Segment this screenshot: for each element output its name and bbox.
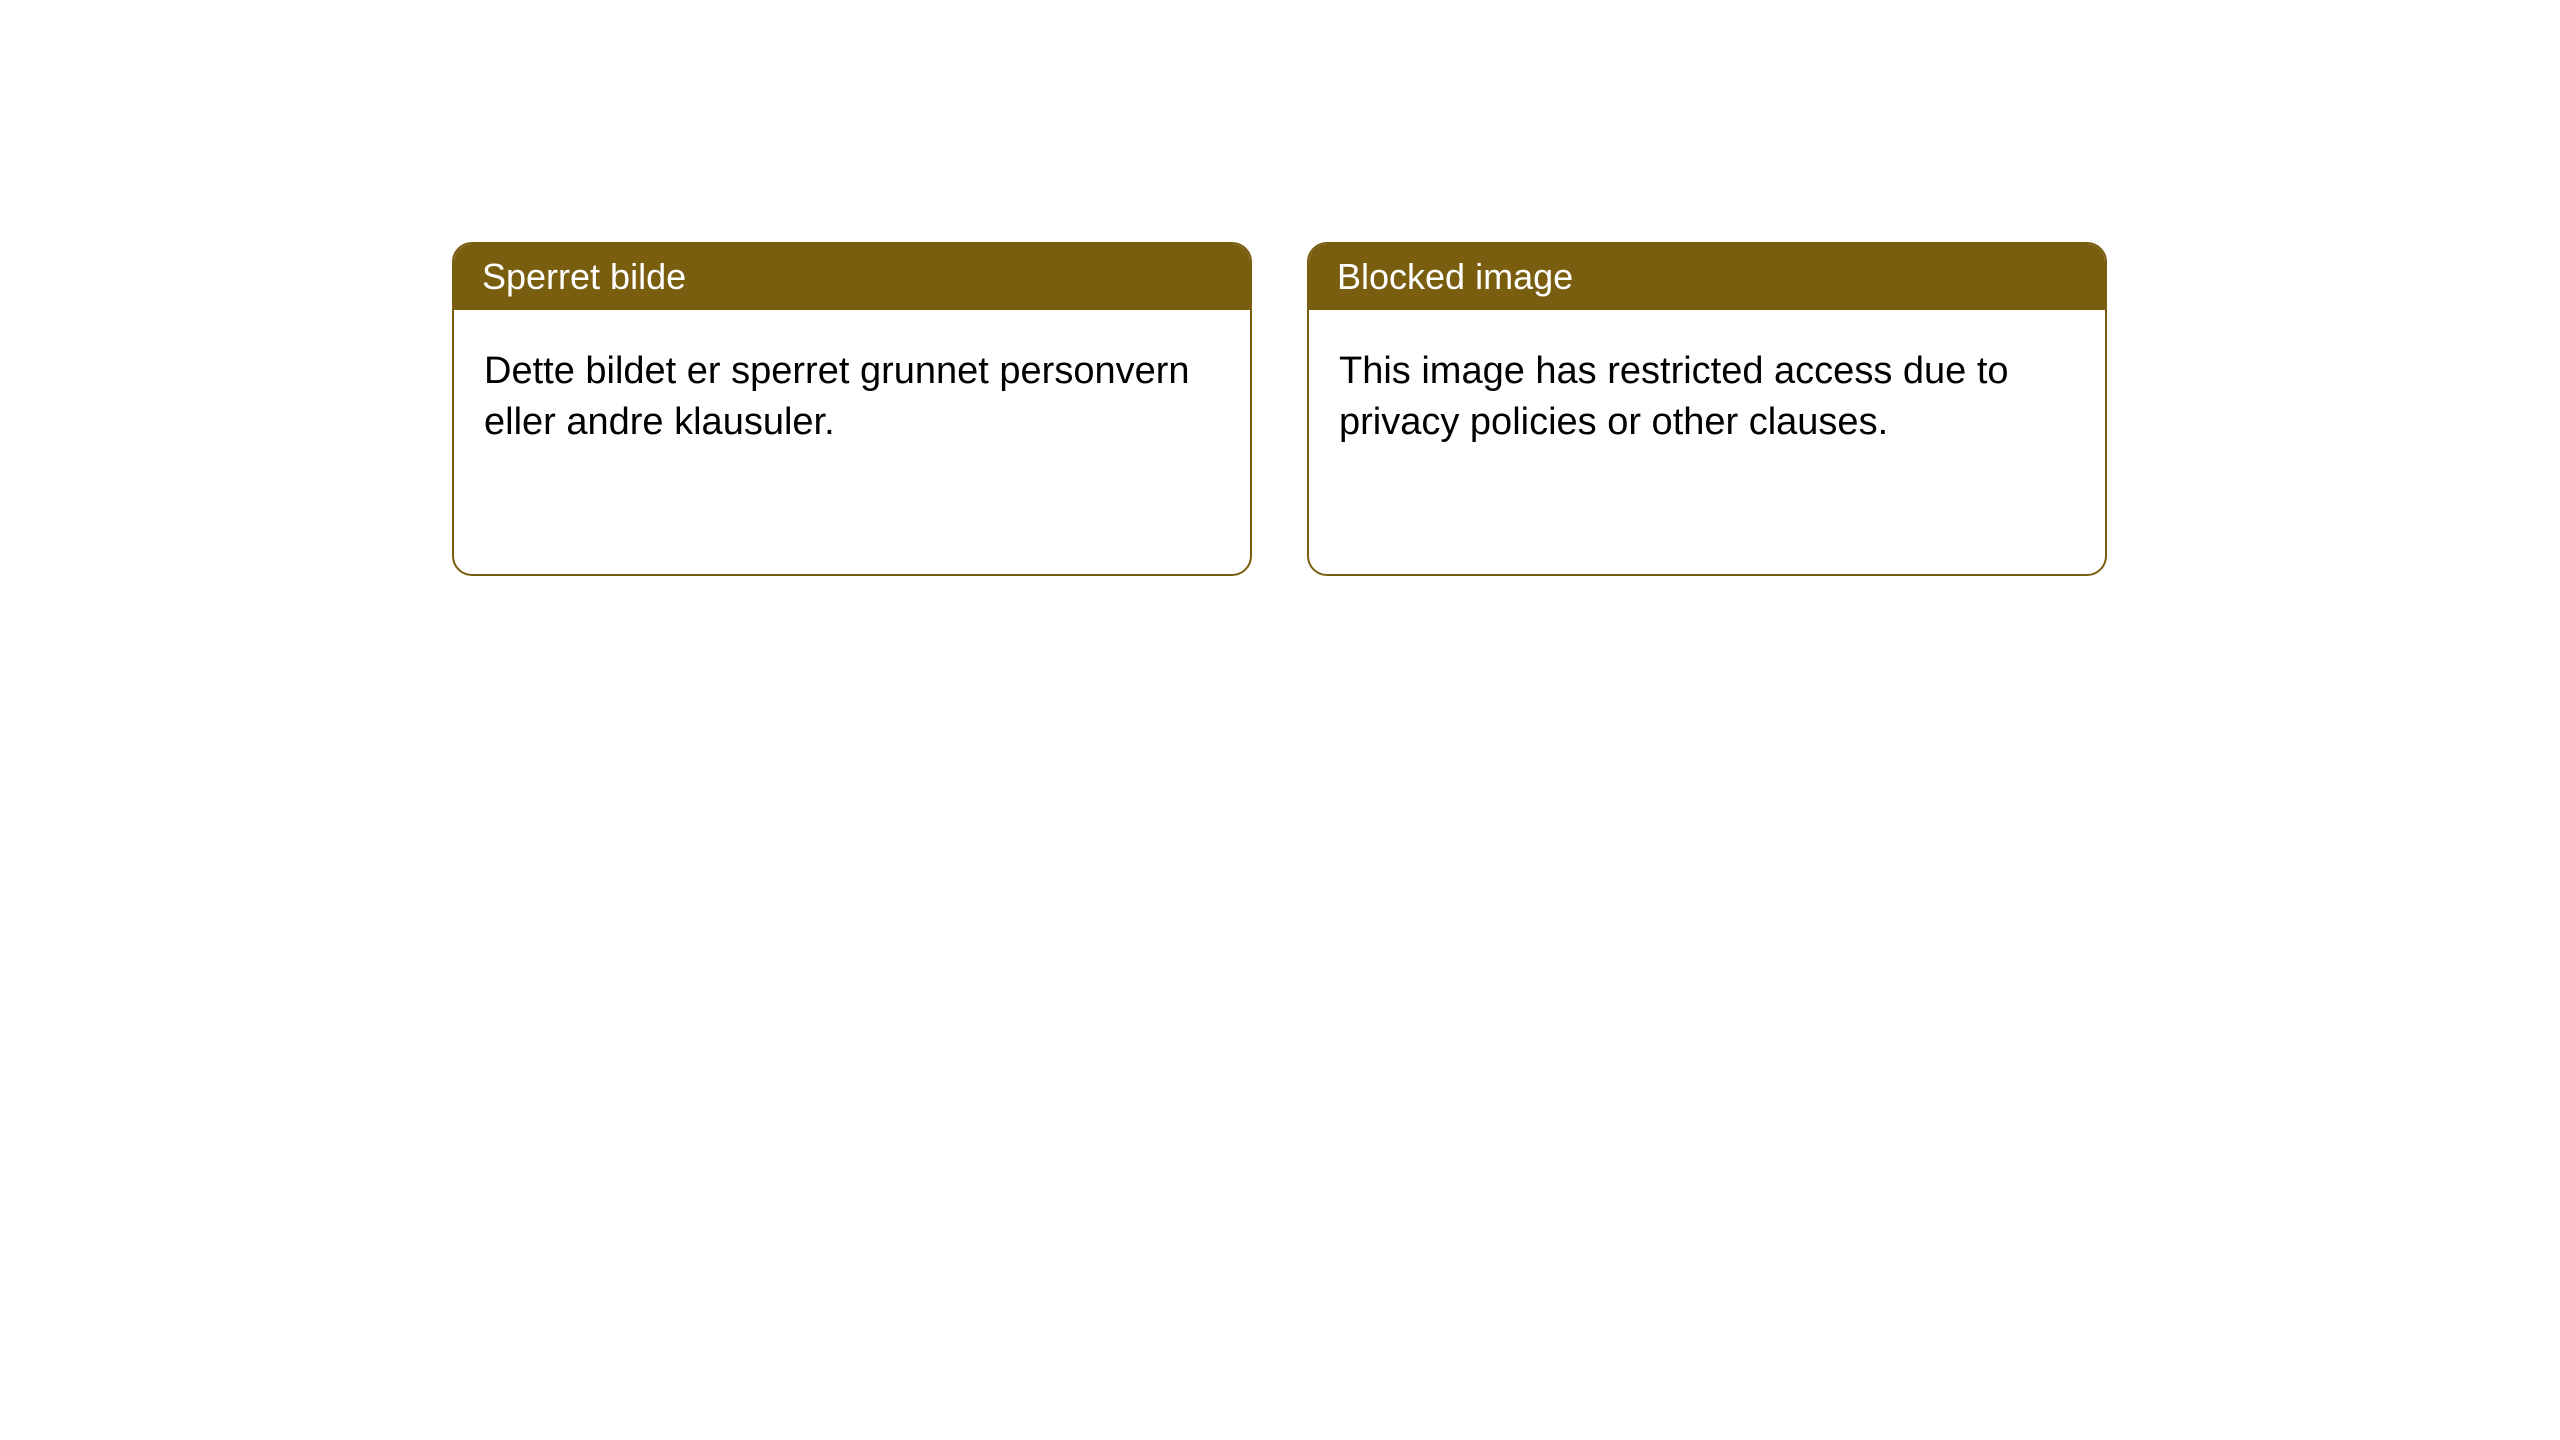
notice-body-english: This image has restricted access due to … (1309, 310, 2105, 485)
notice-container: Sperret bilde Dette bildet er sperret gr… (452, 242, 2107, 576)
notice-header-norwegian: Sperret bilde (454, 244, 1250, 310)
notice-card-norwegian: Sperret bilde Dette bildet er sperret gr… (452, 242, 1252, 576)
notice-body-norwegian: Dette bildet er sperret grunnet personve… (454, 310, 1250, 485)
notice-header-english: Blocked image (1309, 244, 2105, 310)
notice-card-english: Blocked image This image has restricted … (1307, 242, 2107, 576)
